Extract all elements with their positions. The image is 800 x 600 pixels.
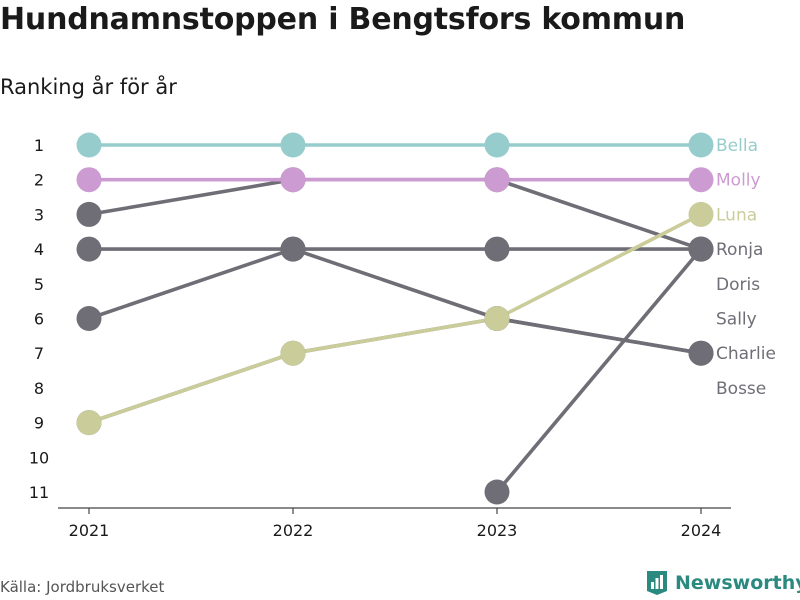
x-tick-label: 2022: [273, 521, 314, 540]
point-luna: [484, 306, 510, 331]
series-label-molly: Molly: [716, 171, 761, 191]
y-tick-label: 10: [29, 448, 49, 467]
y-tick-label: 1: [34, 136, 44, 155]
point-molly: [280, 167, 306, 193]
x-tick-label: 2021: [69, 521, 110, 540]
y-tick-label: 6: [34, 310, 44, 329]
point-luna: [688, 201, 714, 227]
y-tick-label: 7: [34, 344, 44, 363]
series-label-doris: Doris: [716, 275, 760, 295]
point-bella: [484, 132, 510, 158]
y-tick-label: 5: [34, 275, 44, 294]
point-charlie: [280, 236, 306, 262]
brand-name: Newsworthy: [675, 572, 800, 594]
series-label-sally: Sally: [716, 310, 757, 330]
y-tick-label: 11: [29, 483, 49, 502]
series-line-doris: [495, 247, 703, 494]
chart-subtitle: Ranking år för år: [0, 75, 177, 99]
point-bella: [280, 132, 306, 158]
source-note: Källa: Jordbruksverket: [0, 578, 165, 596]
series-label-ronja: Ronja: [716, 240, 763, 260]
point-sally: [688, 236, 714, 262]
y-tick-label: 3: [34, 205, 44, 224]
point-luna: [280, 340, 306, 366]
series-label-bella: Bella: [716, 136, 758, 156]
y-tick-label: 8: [34, 379, 44, 398]
point-doris: [484, 479, 510, 505]
x-tick-label: 2023: [477, 521, 518, 540]
chart-title: Hundnamnstoppen i Bengtsfors kommun: [0, 2, 686, 37]
point-luna: [76, 410, 102, 436]
point-molly: [688, 167, 714, 193]
newsworthy-logo-icon: [647, 571, 667, 595]
series-label-charlie: Charlie: [716, 344, 776, 364]
y-tick-label: 2: [34, 171, 44, 190]
point-ronja: [76, 236, 102, 262]
point-charlie: [76, 306, 102, 331]
point-bosse: [688, 340, 714, 366]
y-tick-label: 4: [34, 240, 44, 259]
series-label-luna: Luna: [716, 205, 757, 225]
x-tick-label: 2024: [681, 521, 722, 540]
point-molly: [484, 167, 510, 193]
point-bella: [76, 132, 102, 158]
point-bella: [688, 132, 714, 158]
brand-logo[interactable]: Newsworthy: [645, 569, 800, 597]
point-sally: [76, 201, 102, 227]
y-tick-label: 9: [34, 414, 44, 433]
series-line-sally: [88, 177, 702, 251]
series-line-luna: [88, 212, 702, 425]
series-label-bosse: Bosse: [716, 379, 766, 399]
point-molly: [76, 167, 102, 193]
point-ronja: [484, 236, 510, 262]
